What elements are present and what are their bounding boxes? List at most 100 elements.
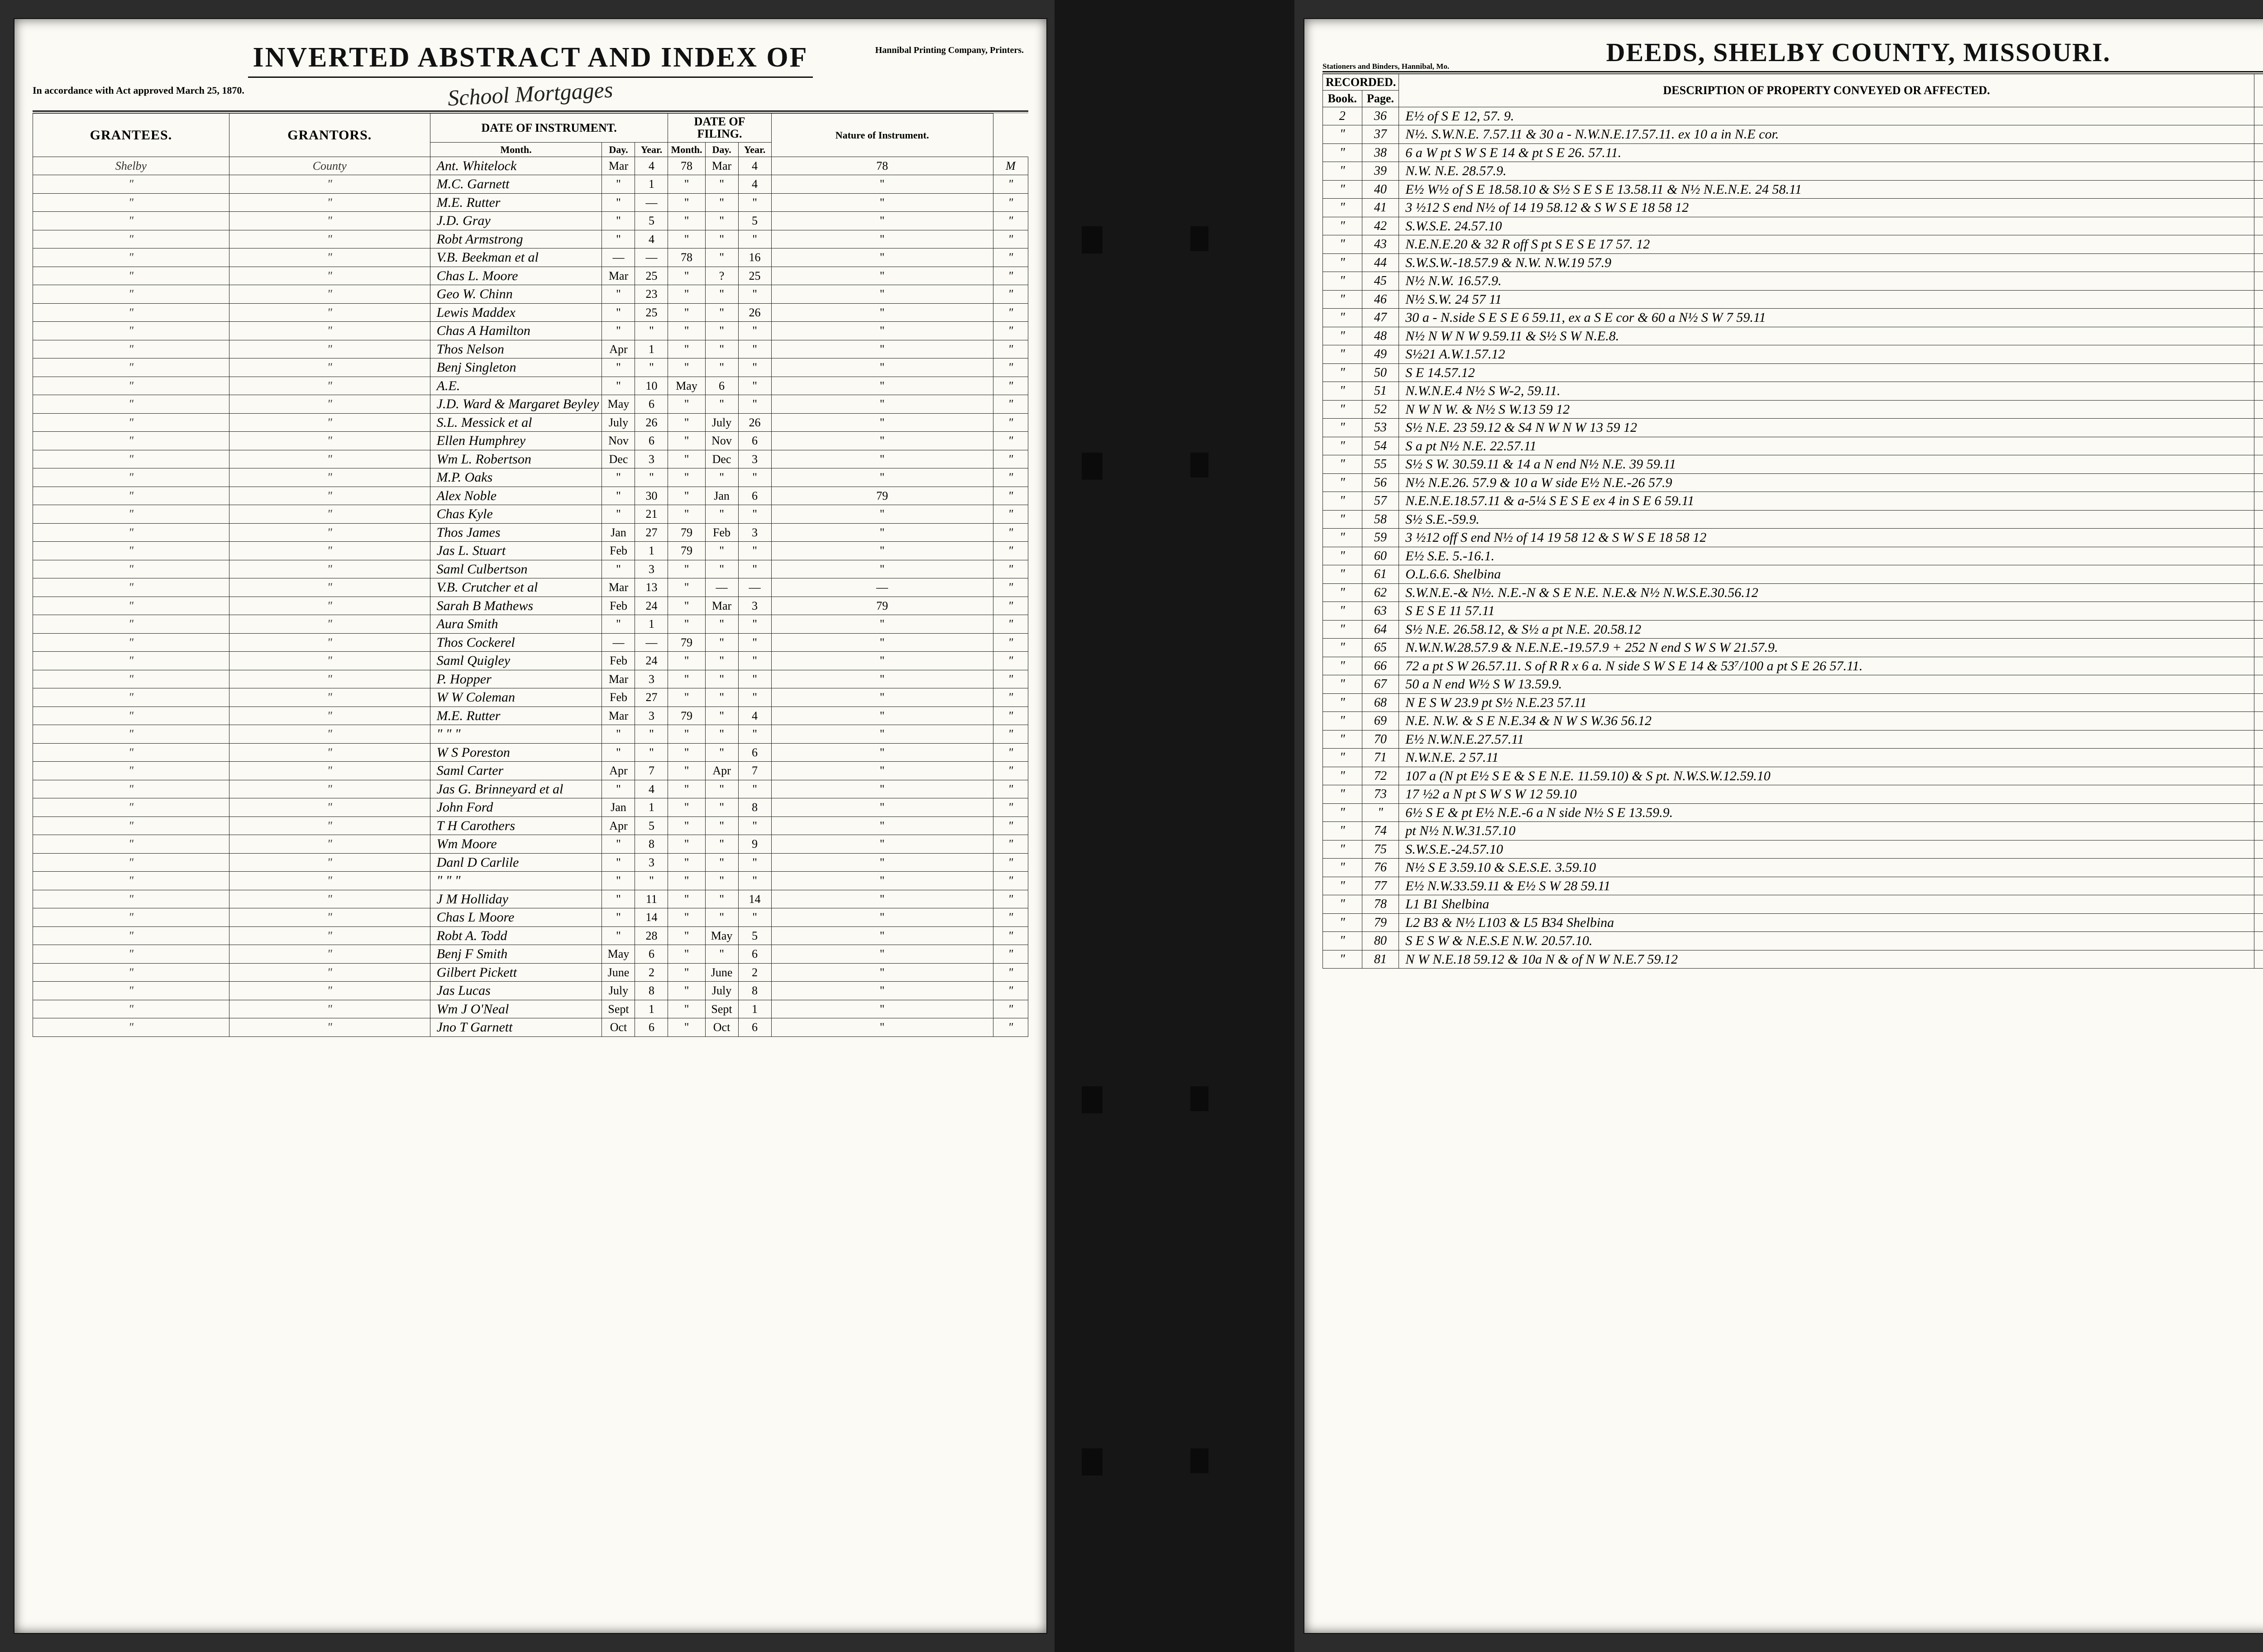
table-row[interactable]: " " W S Poreston " " " " 6 " " <box>33 743 1028 762</box>
table-row[interactable]: " " A.E. " 10 May 6 " " " <box>33 377 1028 395</box>
table-row[interactable]: " " Jas Lucas July 8 " July 8 " " <box>33 982 1028 1000</box>
table-row[interactable]: " 81 N W N.E.18 59.12 & 10a N & of N W N… <box>1323 950 2263 969</box>
table-row[interactable]: " " Aura Smith " 1 " " " " " <box>33 615 1028 634</box>
table-row[interactable]: " 70 E½ N.W.N.E.27.57.11 <box>1323 730 2263 749</box>
table-row[interactable]: " 55 S½ S W. 30.59.11 & 14 a N end N½ N.… <box>1323 455 2263 474</box>
table-row[interactable]: " 67 50 a N end W½ S W 13.59.9. <box>1323 675 2263 694</box>
table-row[interactable]: " " Gilbert Pickett June 2 " June 2 " " <box>33 963 1028 982</box>
table-row[interactable]: Shelby County Ant. Whitelock Mar 4 78 Ma… <box>33 157 1028 175</box>
table-row[interactable]: " 59 3 ½12 off S end N½ of 14 19 58 12 &… <box>1323 529 2263 547</box>
table-row[interactable]: " " M.E. Rutter Mar 3 79 " 4 " " <box>33 707 1028 725</box>
table-row[interactable]: " 42 S.W.S.E. 24.57.10 <box>1323 217 2263 235</box>
table-row[interactable]: " 68 N E S W 23.9 pt S½ N.E.23 57.11 <box>1323 693 2263 712</box>
month2-cell-39: " <box>705 872 738 890</box>
table-row[interactable]: " 74 pt N½ N.W.31.57.10 <box>1323 822 2263 840</box>
table-row[interactable]: " " Saml Quigley Feb 24 " " " " " <box>33 652 1028 670</box>
table-row[interactable]: " " V.B. Crutcher et al Mar 13 " — — — " <box>33 578 1028 597</box>
table-row[interactable]: " 48 N½ N W N W 9.59.11 & S½ S W N.E.8. <box>1323 327 2263 345</box>
book-cell-23: " <box>1323 529 1362 547</box>
table-row[interactable]: " " W W Coleman Feb 27 " " " " " <box>33 688 1028 707</box>
table-row[interactable]: " " 6½ S E & pt E½ N.E.-6 a N side N½ S … <box>1323 803 2263 822</box>
table-row[interactable]: " " M.P. Oaks " " " " " " " <box>33 468 1028 487</box>
table-row[interactable]: " " J.D. Gray " 5 " " 5 " " <box>33 212 1028 230</box>
table-row[interactable]: " " " " " " " " " " " " <box>33 725 1028 744</box>
page-cell-33: 69 <box>1362 712 1399 731</box>
table-row[interactable]: " " Chas A Hamilton " " " " " " " <box>33 322 1028 340</box>
table-row[interactable]: " " Wm Moore " 8 " " 9 " " <box>33 835 1028 854</box>
table-row[interactable]: " " Thos Cockerel — — 79 " " " " <box>33 633 1028 652</box>
table-row[interactable]: " " Ellen Humphrey Nov 6 " Nov 6 " " <box>33 432 1028 450</box>
table-row[interactable]: " 51 N.W.N.E.4 N½ S W-2, 59.11. <box>1323 382 2263 401</box>
table-row[interactable]: " 72 107 a (N pt E½ S E & S E N.E. 11.59… <box>1323 767 2263 785</box>
table-row[interactable]: " 75 S.W.S.E.-24.57.10 <box>1323 840 2263 859</box>
table-row[interactable]: " 62 S.W.N.E.-& N½. N.E.-N & S E N.E. N.… <box>1323 583 2263 602</box>
table-row[interactable]: " " V.B. Beekman et al — — 78 " 16 " " <box>33 248 1028 267</box>
table-row[interactable]: " 39 N.W. N.E. 28.57.9. <box>1323 162 2263 181</box>
table-row[interactable]: " " J M Holliday " 11 " " 14 " " <box>33 890 1028 908</box>
table-row[interactable]: " 54 S a pt N½ N.E. 22.57.11 <box>1323 437 2263 455</box>
table-row[interactable]: " " J.D. Ward & Margaret Beyley May 6 " … <box>33 395 1028 414</box>
table-row[interactable]: " " Geo W. Chinn " 23 " " " " " <box>33 285 1028 304</box>
table-row[interactable]: " " Thos James Jan 27 79 Feb 3 " " <box>33 523 1028 542</box>
table-row[interactable]: " 47 30 a - N.side S E S E 6 59.11, ex a… <box>1323 309 2263 327</box>
sec-cell-27 <box>2254 602 2263 621</box>
table-row[interactable]: " " Jno T Garnett Oct 6 " Oct 6 " " <box>33 1018 1028 1037</box>
table-row[interactable]: " " Robt A. Todd " 28 " May 5 " " <box>33 926 1028 945</box>
table-row[interactable]: " 56 N½ N.E.26. 57.9 & 10 a W side E½ N.… <box>1323 473 2263 492</box>
table-row[interactable]: " 77 E½ N.W.33.59.11 & E½ S W 28 59.11 <box>1323 877 2263 895</box>
table-row[interactable]: " " Wm J O'Neal Sept 1 " Sept 1 " " <box>33 1000 1028 1018</box>
table-row[interactable]: " " John Ford Jan 1 " " 8 " " <box>33 798 1028 817</box>
table-row[interactable]: " " M.E. Rutter " — " " " " " <box>33 193 1028 212</box>
table-row[interactable]: " " Wm L. Robertson Dec 3 " Dec 3 " " <box>33 450 1028 468</box>
table-row[interactable]: " " Saml Culbertson " 3 " " " " " <box>33 560 1028 578</box>
table-row[interactable]: " 43 N.E.N.E.20 & 32 R off S pt S E S E … <box>1323 235 2263 254</box>
table-row[interactable]: " 80 S E S W & N.E.S.E N.W. 20.57.10. <box>1323 932 2263 950</box>
table-row[interactable]: " 73 17 ½2 a N pt S W S W 12 59.10 <box>1323 785 2263 804</box>
table-row[interactable]: " " Danl D Carlile " 3 " " " " " <box>33 853 1028 872</box>
table-row[interactable]: " " Benj F Smith May 6 " " 6 " " <box>33 945 1028 964</box>
table-row[interactable]: " 44 S.W.S.W.-18.57.9 & N.W. N.W.19 57.9 <box>1323 253 2263 272</box>
table-row[interactable]: " 71 N.W.N.E. 2 57.11 <box>1323 749 2263 767</box>
table-row[interactable]: " 53 S½ N.E. 23 59.12 & S4 N W N W 13 59… <box>1323 419 2263 437</box>
table-row[interactable]: " 76 N½ S E 3.59.10 & S.E.S.E. 3.59.10 <box>1323 859 2263 877</box>
table-row[interactable]: " 61 O.L.6.6. Shelbina <box>1323 565 2263 584</box>
table-row[interactable]: " " Chas L. Moore Mar 25 " ? 25 " " <box>33 267 1028 285</box>
table-row[interactable]: " " M.C. Garnett " 1 " " 4 " " <box>33 175 1028 194</box>
table-row[interactable]: " " T H Carothers Apr 5 " " " " " <box>33 816 1028 835</box>
table-row[interactable]: " 65 N.W.N.W.28.57.9 & N.E.N.E.-19.57.9 … <box>1323 639 2263 657</box>
table-row[interactable]: " " Chas L Moore " 14 " " " " " <box>33 908 1028 927</box>
table-row[interactable]: " 52 N W N W. & N½ S W.13 59 12 <box>1323 400 2263 419</box>
table-row[interactable]: " " Benj Singleton " " " " " " " <box>33 358 1028 377</box>
table-row[interactable]: " 41 3 ½12 S end N½ of 14 19 58.12 & S W… <box>1323 199 2263 217</box>
table-row[interactable]: 2 36 E½ of S E 12, 57. 9. <box>1323 107 2263 125</box>
table-row[interactable]: " 46 N½ S.W. 24 57 11 <box>1323 290 2263 309</box>
table-row[interactable]: " 40 E½ W½ of S E 18.58.10 & S½ S E S E … <box>1323 180 2263 199</box>
table-row[interactable]: " 78 L1 B1 Shelbina <box>1323 895 2263 914</box>
table-row[interactable]: " " P. Hopper Mar 3 " " " " " <box>33 670 1028 688</box>
month2-cell-36: " <box>705 816 738 835</box>
table-row[interactable]: " 60 E½ S.E. 5.-16.1. <box>1323 547 2263 565</box>
table-row[interactable]: " " " " " " " " " " " " <box>33 872 1028 890</box>
table-row[interactable]: " 38 6 a W pt S W S E 14 & pt S E 26. 57… <box>1323 143 2263 162</box>
table-row[interactable]: " " Chas Kyle " 21 " " " " " <box>33 505 1028 524</box>
table-row[interactable]: " 57 N.E.N.E.18.57.11 & a-5¼ S E S E ex … <box>1323 492 2263 511</box>
table-row[interactable]: " 58 S½ S.E.-59.9. <box>1323 510 2263 529</box>
table-row[interactable]: " 66 72 a pt S W 26.57.11. S of R R x 6 … <box>1323 657 2263 675</box>
table-row[interactable]: " " Lewis Maddex " 25 " " 26 " " <box>33 303 1028 322</box>
table-row[interactable]: " " Alex Noble " 30 " Jan 6 79 " <box>33 487 1028 505</box>
table-row[interactable]: " 63 S E S E 11 57.11 <box>1323 602 2263 621</box>
table-row[interactable]: " 79 L2 B3 & N½ L103 & L5 B34 Shelbina <box>1323 913 2263 932</box>
table-row[interactable]: " 37 N½. S.W.N.E. 7.57.11 & 30 a - N.W.N… <box>1323 125 2263 144</box>
table-row[interactable]: " " Saml Carter Apr 7 " Apr 7 " " <box>33 762 1028 780</box>
table-row[interactable]: " " S.L. Messick et al July 26 " July 26… <box>33 413 1028 432</box>
table-row[interactable]: " " Robt Armstrong " 4 " " " " " <box>33 230 1028 248</box>
table-row[interactable]: " " Thos Nelson Apr 1 " " " " " <box>33 340 1028 358</box>
table-row[interactable]: " 64 S½ N.E. 26.58.12, & S½ a pt N.E. 20… <box>1323 620 2263 639</box>
table-row[interactable]: " " Jas G. Brinneyard et al " 4 " " " " … <box>33 780 1028 798</box>
table-row[interactable]: " 49 S½21 A.W.1.57.12 <box>1323 345 2263 364</box>
table-row[interactable]: " 45 N½ N.W. 16.57.9. <box>1323 272 2263 291</box>
table-row[interactable]: " 50 S E 14.57.12 <box>1323 363 2263 382</box>
table-row[interactable]: " " Sarah B Mathews Feb 24 " Mar 3 79 " <box>33 597 1028 615</box>
table-row[interactable]: " 69 N.E. N.W. & S E N.E.34 & N W S W.36… <box>1323 712 2263 731</box>
table-row[interactable]: " " Jas L. Stuart Feb 1 79 " " " " <box>33 542 1028 560</box>
